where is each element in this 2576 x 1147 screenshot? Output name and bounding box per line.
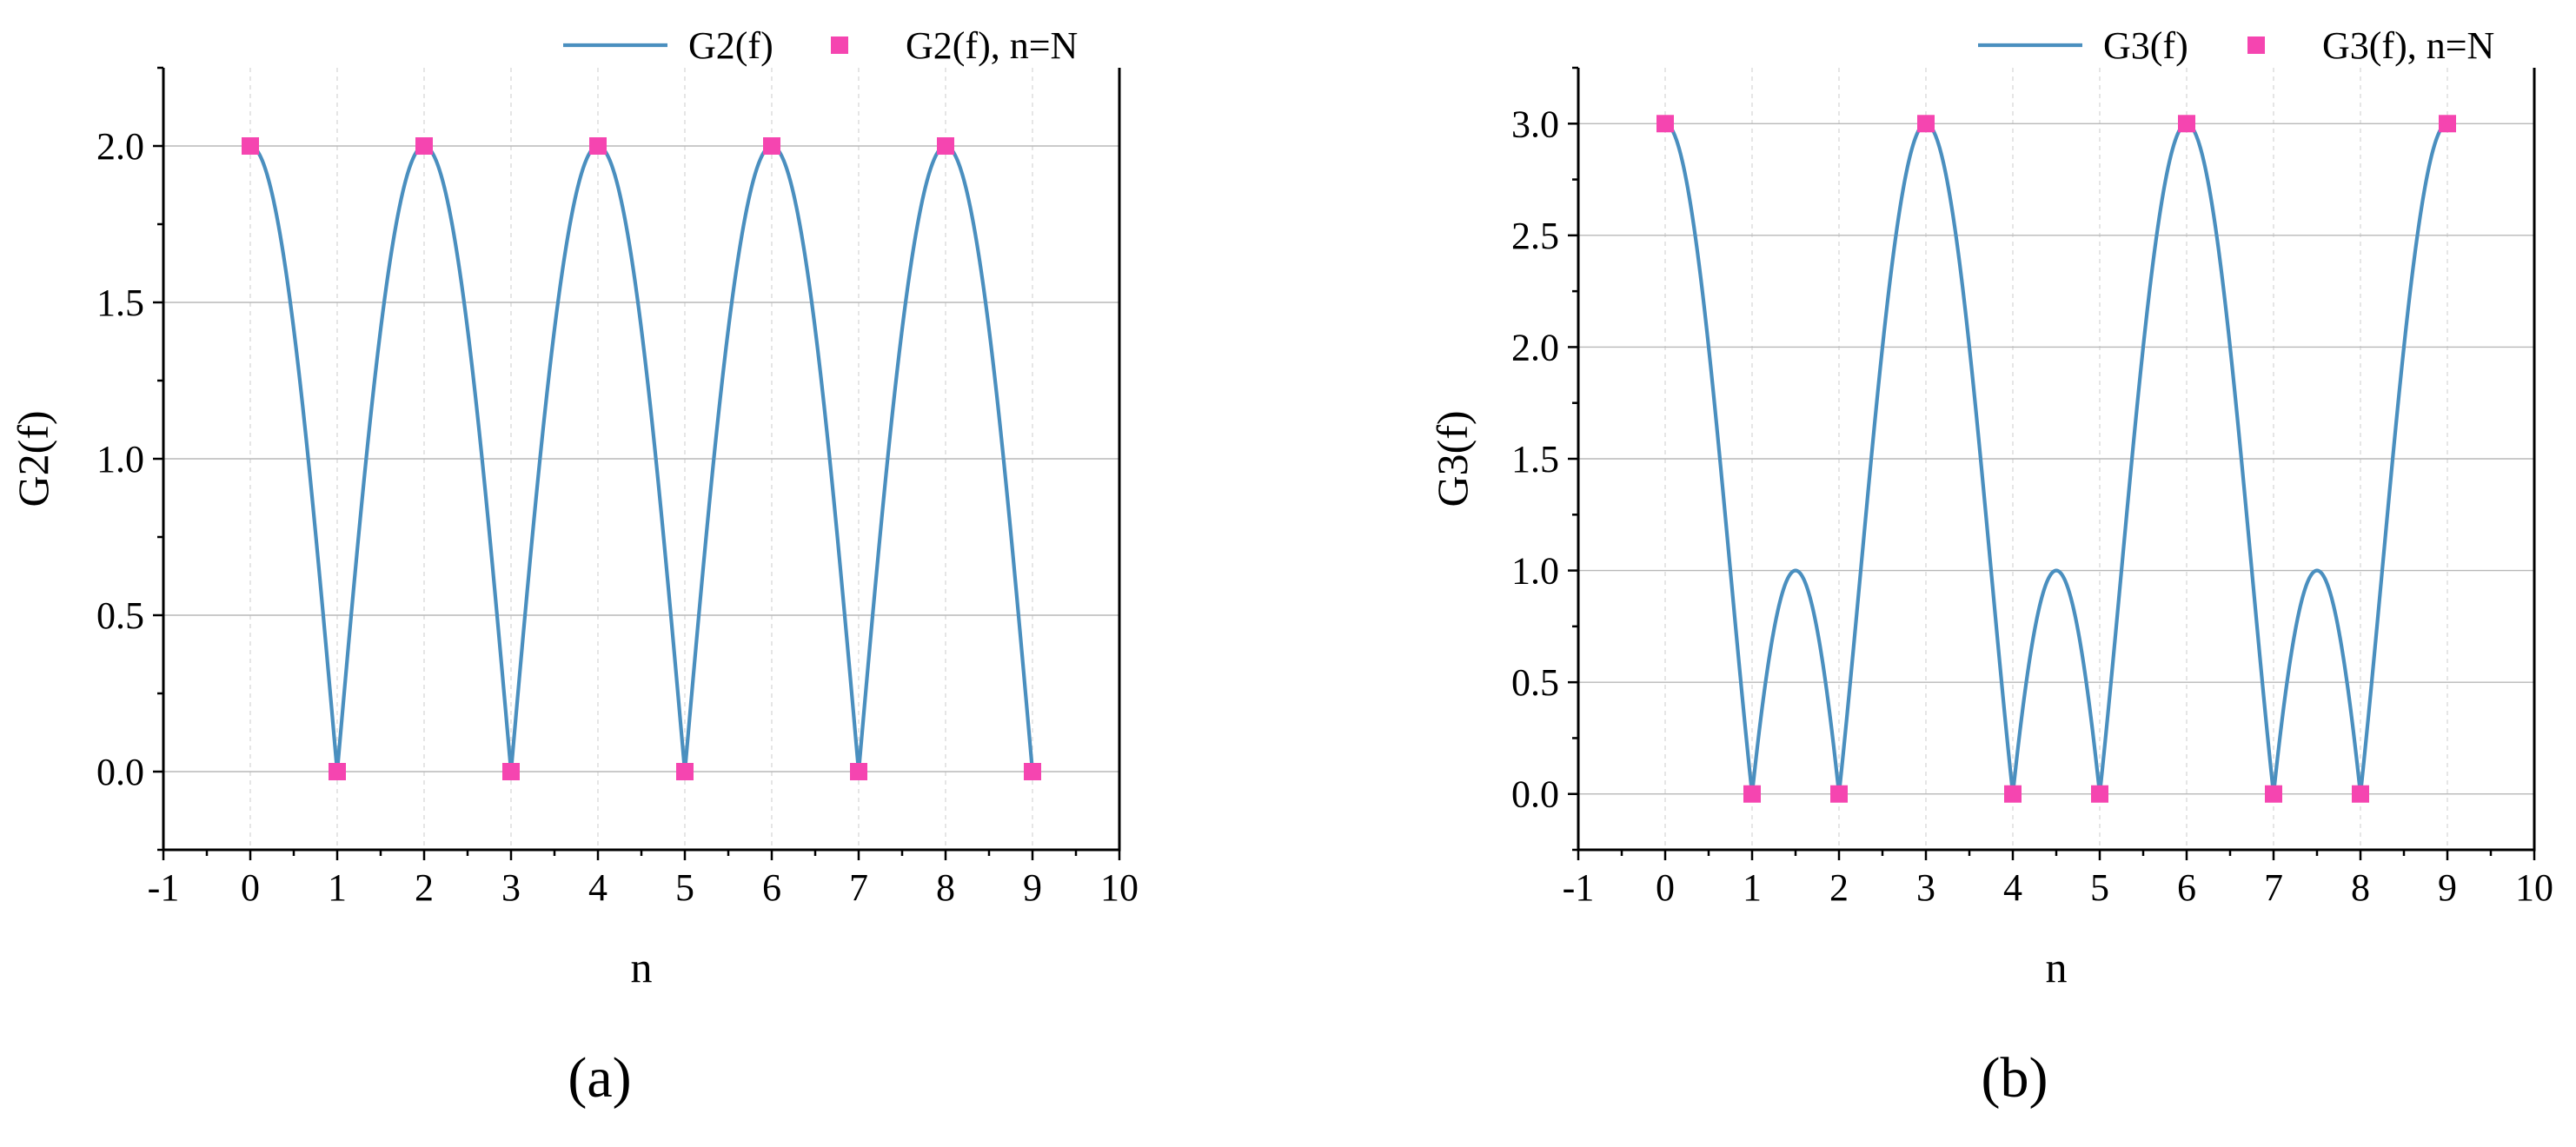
y-tick-label: 0.0 (96, 751, 144, 793)
x-axis-title: n (631, 943, 653, 991)
x-tick-label: 9 (1023, 866, 1042, 909)
y-tick-label: 0.0 (1511, 773, 1559, 816)
y-tick-label: 1.0 (96, 438, 144, 481)
y-tick-label: 1.5 (1511, 438, 1559, 481)
y-tick-label: 1.5 (96, 282, 144, 324)
y-axis-title: G2(f) (9, 410, 57, 507)
data-point-marker (2091, 785, 2108, 803)
data-point-marker (763, 137, 780, 155)
x-tick-label: 7 (849, 866, 868, 909)
legend-label: G2(f) (688, 24, 773, 67)
data-point-marker (242, 137, 259, 155)
data-point-marker (937, 137, 954, 155)
x-tick-label: 4 (588, 866, 607, 909)
panel-label: (b) (1982, 1046, 2048, 1110)
y-tick-label: 0.5 (1511, 661, 1559, 704)
data-point-marker (1917, 115, 1935, 133)
x-tick-label: 3 (1916, 866, 1935, 909)
x-tick-label: 1 (328, 866, 347, 909)
legend-label: G2(f), n=N (906, 24, 1078, 67)
data-point-marker (850, 763, 867, 780)
x-tick-label: 1 (1743, 866, 1762, 909)
legend: G2(f) G2(f), n=N (563, 24, 1078, 67)
panel-label: (a) (568, 1046, 631, 1110)
x-tick-label: 6 (762, 866, 781, 909)
data-point-marker (329, 763, 346, 780)
y-tick-label: 0.5 (96, 594, 144, 637)
x-tick-label: 3 (501, 866, 521, 909)
data-point-marker (1656, 115, 1674, 133)
x-tick-label: -1 (148, 866, 180, 909)
x-tick-label: -1 (1563, 866, 1595, 909)
data-point-marker (502, 763, 520, 780)
legend-label: G3(f), n=N (2322, 24, 2494, 67)
chart-panel-b: -1 0 1 2 3 4 5 6 7 8 9 10 0.0 0.5 1.0 1.5 2.0 2.5 3.0 n G3(f… (1428, 24, 2553, 1110)
series-line (249, 143, 1035, 772)
x-tick-label: 9 (2438, 866, 2457, 909)
legend-marker-swatch (831, 36, 848, 54)
y-tick-label: 2.5 (1511, 215, 1559, 257)
x-tick-label: 0 (241, 866, 260, 909)
data-point-marker (2004, 785, 2022, 803)
x-tick-label: 2 (1829, 866, 1849, 909)
data-point-marker (2439, 115, 2456, 133)
data-point-marker (1830, 785, 1848, 803)
chart-panel-a: -1 0 1 2 3 4 5 6 7 8 9 100.00.51.01.52.0nG2(f)G2(f)… (9, 24, 1139, 1110)
series-line (1664, 122, 2448, 794)
data-point-marker (2352, 785, 2369, 803)
y-axis-title: G3(f) (1428, 410, 1477, 507)
y-tick-label: 1.0 (1511, 550, 1559, 593)
data-point-marker (2178, 115, 2195, 133)
x-tick-label: 10 (1100, 866, 1139, 909)
x-tick-label: 6 (2177, 866, 2196, 909)
data-point-marker (1024, 763, 1041, 780)
data-point-marker (2265, 785, 2282, 803)
x-tick-label: 5 (2090, 866, 2109, 909)
x-tick-label: 5 (675, 866, 694, 909)
x-tick-label: 2 (415, 866, 434, 909)
x-tick-label: 8 (936, 866, 955, 909)
x-tick-label: 0 (1656, 866, 1675, 909)
y-tick-label: 2.0 (1511, 326, 1559, 368)
x-axis-title: n (2046, 943, 2068, 991)
x-tick-label: 10 (2515, 866, 2553, 909)
x-tick-label: 7 (2264, 866, 2283, 909)
legend-label: G3(f) (2103, 24, 2188, 67)
data-point-marker (415, 137, 433, 155)
legend: G3(f) G3(f), n=N (1978, 24, 2494, 67)
data-point-marker (1743, 785, 1761, 803)
x-tick-label: 8 (2351, 866, 2370, 909)
x-tick-label: 4 (2003, 866, 2022, 909)
y-tick-label: 2.0 (96, 125, 144, 168)
data-point-marker (676, 763, 694, 780)
y-tick-label: 3.0 (1511, 103, 1559, 145)
legend-marker-swatch (2247, 36, 2265, 54)
data-point-marker (589, 137, 607, 155)
